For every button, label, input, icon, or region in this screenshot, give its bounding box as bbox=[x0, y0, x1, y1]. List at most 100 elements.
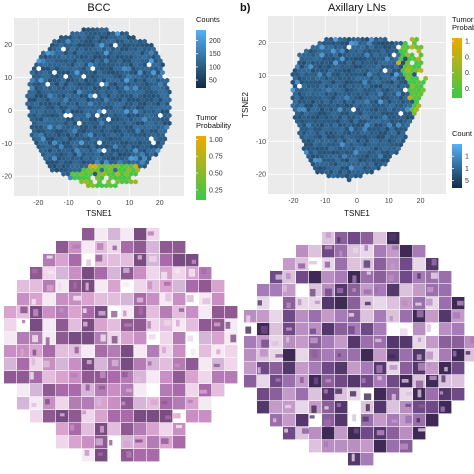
bcc-hexbin bbox=[142, 54, 147, 60]
bcc-hexbin bbox=[155, 140, 161, 146]
lns-mosaic-tile-detail bbox=[439, 391, 444, 395]
bcc-hexbin bbox=[144, 144, 150, 150]
lns-mosaic-tile bbox=[335, 336, 348, 349]
bcc-hexbin bbox=[68, 66, 73, 72]
lns-hexbin bbox=[315, 146, 320, 152]
lns-mosaic-tile-detail bbox=[376, 430, 385, 436]
lns-hexbin bbox=[358, 103, 363, 109]
lns-mosaic-tile-detail bbox=[311, 349, 318, 358]
lns-hexbin bbox=[391, 122, 397, 128]
bcc-y-tick-label: 20 bbox=[4, 42, 12, 49]
lns-hexbin bbox=[358, 165, 363, 171]
lns-hexbin bbox=[351, 68, 356, 74]
lns-hexbin bbox=[416, 48, 422, 54]
bcc-counts-legend-title: Counts bbox=[196, 15, 220, 24]
bcc-hexbin bbox=[110, 62, 116, 68]
lns-hexbin bbox=[355, 161, 361, 167]
bcc-hexbin bbox=[36, 112, 42, 119]
lns-mosaic-tile-detail bbox=[311, 405, 317, 413]
lns-hexbin bbox=[346, 107, 352, 113]
lns-mosaic-tile-detail bbox=[418, 404, 426, 408]
lns-hexbin bbox=[364, 68, 370, 74]
bcc-hexbin bbox=[88, 93, 93, 99]
bcc-mosaic-tile bbox=[173, 306, 186, 319]
bcc-hexbin bbox=[92, 163, 98, 169]
lns-hexbin bbox=[317, 95, 323, 101]
bcc-hexbin bbox=[90, 66, 96, 72]
bcc-hexbin bbox=[52, 155, 57, 161]
bcc-hexbin bbox=[115, 132, 120, 138]
lns-hexbin bbox=[344, 79, 350, 85]
bcc-hexbin bbox=[72, 159, 78, 165]
lns-hexbin bbox=[324, 107, 329, 113]
lns-hexbin bbox=[367, 64, 372, 70]
bcc-hexbin bbox=[27, 112, 33, 119]
lns-hexbin bbox=[373, 75, 379, 81]
bcc-hexbin bbox=[90, 97, 96, 103]
bcc-hexbin bbox=[101, 46, 107, 52]
bcc-hexbin bbox=[128, 54, 134, 60]
lns-hexbin bbox=[304, 149, 309, 156]
bcc-hexbin bbox=[79, 93, 84, 99]
bcc-hexbin bbox=[155, 109, 161, 115]
bcc-hexbin bbox=[108, 128, 114, 134]
lns-hexbin bbox=[389, 103, 395, 109]
lns-hexbin bbox=[369, 68, 374, 74]
bcc-hexbin bbox=[104, 27, 109, 33]
bcc-mosaic-tile-detail bbox=[147, 361, 152, 366]
lns-hexbin bbox=[308, 71, 314, 78]
bcc-hexbin bbox=[29, 77, 35, 83]
lns-hexbin bbox=[400, 44, 406, 50]
lns-mosaic-tile-detail bbox=[335, 388, 343, 394]
bcc-hexbin bbox=[65, 140, 71, 146]
bcc-hexbin bbox=[158, 89, 163, 95]
lns-hexbin bbox=[391, 68, 397, 74]
bcc-hexbin bbox=[142, 46, 147, 52]
bcc-hexbin bbox=[131, 128, 136, 134]
lns-hexbin bbox=[322, 56, 327, 62]
bcc-hexbin bbox=[83, 54, 89, 60]
bcc-mosaic-tile bbox=[199, 306, 212, 319]
bcc-hexbin bbox=[81, 89, 87, 95]
lns-hexbin bbox=[308, 103, 314, 109]
bcc-hexbin bbox=[97, 101, 102, 107]
bcc-hexbin bbox=[126, 58, 132, 64]
bcc-hexbin bbox=[104, 73, 109, 80]
bcc-hexbin bbox=[99, 159, 105, 165]
lns-mosaic-tile bbox=[400, 310, 413, 323]
bcc-mosaic-tile bbox=[30, 384, 43, 397]
lns-hexbin bbox=[398, 48, 404, 54]
bcc-hexbin bbox=[63, 144, 69, 150]
bcc-hexbin bbox=[149, 105, 154, 111]
bcc-hexbin bbox=[140, 151, 145, 158]
lns-hexbin bbox=[308, 48, 314, 54]
bcc-hexbin bbox=[160, 124, 165, 130]
bcc-hexbin bbox=[95, 81, 100, 87]
bcc-hexbin bbox=[43, 132, 48, 138]
bcc-hexbin bbox=[86, 73, 91, 80]
bcc-hexbin bbox=[77, 105, 82, 111]
lns-prob-legend-title: Tumor bbox=[452, 15, 474, 24]
lns-hexbin bbox=[398, 142, 404, 148]
lns-hexbin bbox=[376, 149, 381, 156]
lns-mosaic-tile bbox=[257, 284, 270, 297]
bcc-hexbin bbox=[47, 101, 53, 107]
bcc-mosaic-tile bbox=[134, 267, 147, 280]
bcc-hexbin bbox=[68, 50, 73, 56]
lns-hexbin bbox=[346, 68, 352, 74]
lns-hexbin bbox=[331, 157, 336, 163]
bcc-hexbin bbox=[54, 120, 60, 126]
bcc-mosaic-tile-detail bbox=[84, 449, 90, 456]
lns-hexbin bbox=[317, 126, 323, 132]
lns-hexbin bbox=[340, 103, 345, 109]
bcc-hexbin bbox=[63, 73, 69, 80]
bcc-mosaic-tile-detail bbox=[20, 306, 28, 314]
lns-hexbin bbox=[407, 110, 413, 117]
lns-hexbin bbox=[333, 91, 338, 97]
bcc-hexbin bbox=[162, 89, 168, 95]
bcc-mosaic-tile-detail bbox=[137, 255, 142, 260]
bcc-hexbin bbox=[36, 97, 42, 103]
lns-hexbin bbox=[313, 142, 318, 148]
lns-hexbin bbox=[322, 40, 327, 46]
lns-hexbin bbox=[403, 95, 408, 101]
